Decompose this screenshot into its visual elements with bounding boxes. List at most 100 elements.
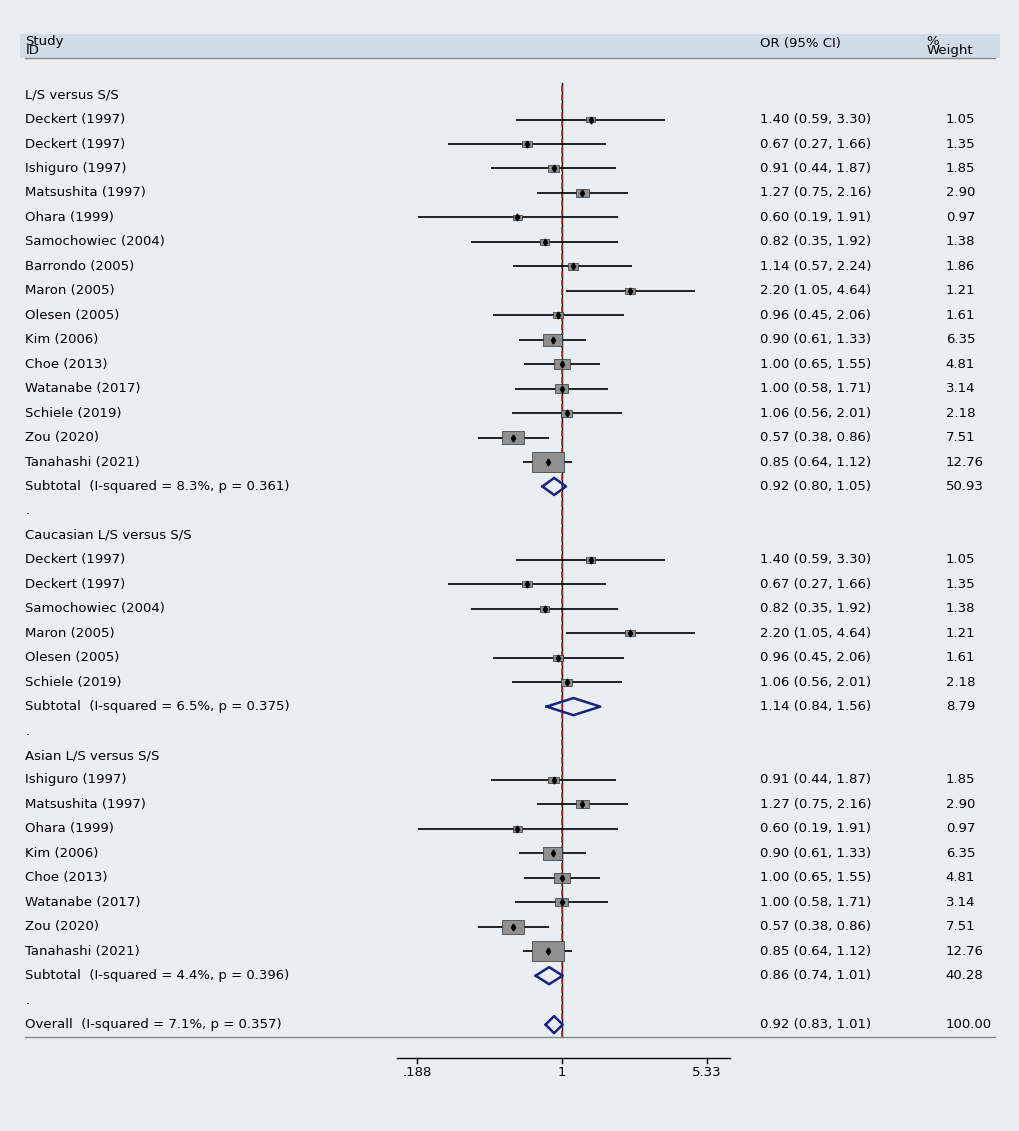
Text: 0.82 (0.35, 1.92): 0.82 (0.35, 1.92): [759, 603, 870, 615]
Bar: [560, 679, 572, 685]
Text: 2.20 (1.05, 4.64): 2.20 (1.05, 4.64): [759, 284, 870, 297]
Text: Schiele (2019): Schiele (2019): [25, 675, 121, 689]
Text: 50.93: 50.93: [945, 480, 982, 493]
Bar: [542, 847, 561, 860]
Text: Olesen (2005): Olesen (2005): [25, 651, 119, 664]
Text: Tanahashi (2021): Tanahashi (2021): [25, 944, 140, 958]
Text: 0.91 (0.44, 1.87): 0.91 (0.44, 1.87): [759, 774, 870, 786]
Text: Tanahashi (2021): Tanahashi (2021): [25, 456, 140, 468]
Text: 12.76: 12.76: [945, 456, 982, 468]
Bar: [548, 165, 558, 172]
Text: 1.38: 1.38: [945, 235, 974, 249]
Text: 0.97: 0.97: [945, 210, 974, 224]
Text: 0.57 (0.38, 0.86): 0.57 (0.38, 0.86): [759, 921, 870, 933]
Bar: [548, 777, 558, 784]
Bar: [553, 873, 570, 883]
Text: Subtotal  (I-squared = 8.3%, p = 0.361): Subtotal (I-squared = 8.3%, p = 0.361): [25, 480, 289, 493]
Text: 0.60 (0.19, 1.91): 0.60 (0.19, 1.91): [759, 210, 870, 224]
Text: 1.00 (0.65, 1.55): 1.00 (0.65, 1.55): [759, 871, 870, 884]
Text: 1.27 (0.75, 2.16): 1.27 (0.75, 2.16): [759, 187, 870, 199]
Text: 6.35: 6.35: [945, 847, 974, 860]
Text: 0.85 (0.64, 1.12): 0.85 (0.64, 1.12): [759, 456, 870, 468]
Text: 40.28: 40.28: [945, 969, 982, 982]
Text: 3.14: 3.14: [945, 382, 974, 395]
Bar: [539, 239, 549, 245]
Text: 1.85: 1.85: [945, 162, 974, 175]
Bar: [554, 385, 568, 392]
Text: Subtotal  (I-squared = 4.4%, p = 0.396): Subtotal (I-squared = 4.4%, p = 0.396): [25, 969, 289, 982]
Text: 0.86 (0.74, 1.01): 0.86 (0.74, 1.01): [759, 969, 870, 982]
Bar: [552, 312, 562, 319]
Text: Choe (2013): Choe (2013): [25, 357, 108, 371]
Text: Study: Study: [25, 35, 64, 49]
Text: 1.21: 1.21: [945, 284, 974, 297]
Text: Maron (2005): Maron (2005): [25, 284, 115, 297]
Text: Barrondo (2005): Barrondo (2005): [25, 260, 135, 273]
Text: 4.81: 4.81: [945, 357, 974, 371]
Bar: [513, 826, 522, 831]
Text: 2.18: 2.18: [945, 406, 974, 420]
Text: .: .: [25, 504, 30, 517]
Text: 1.40 (0.59, 3.30): 1.40 (0.59, 3.30): [759, 553, 870, 567]
Text: Samochowiec (2004): Samochowiec (2004): [25, 603, 165, 615]
Text: L/S versus S/S: L/S versus S/S: [25, 88, 119, 102]
Text: Deckert (1997): Deckert (1997): [25, 113, 125, 126]
Text: 6.35: 6.35: [945, 334, 974, 346]
Text: 0.85 (0.64, 1.12): 0.85 (0.64, 1.12): [759, 944, 870, 958]
Bar: [539, 606, 549, 612]
Text: Kim (2006): Kim (2006): [25, 847, 99, 860]
Text: .: .: [25, 994, 30, 1007]
Text: Watanabe (2017): Watanabe (2017): [25, 382, 141, 395]
Text: 0.60 (0.19, 1.91): 0.60 (0.19, 1.91): [759, 822, 870, 836]
Text: Asian L/S versus S/S: Asian L/S versus S/S: [25, 749, 160, 762]
Bar: [513, 215, 522, 221]
Bar: [531, 451, 564, 472]
Text: 2.90: 2.90: [945, 798, 974, 811]
Text: 1.06 (0.56, 2.01): 1.06 (0.56, 2.01): [759, 675, 870, 689]
Text: 100.00: 100.00: [945, 1018, 990, 1031]
Text: 1.00 (0.58, 1.71): 1.00 (0.58, 1.71): [759, 382, 870, 395]
Bar: [576, 801, 588, 809]
Text: 1.61: 1.61: [945, 309, 974, 321]
Text: Caucasian L/S versus S/S: Caucasian L/S versus S/S: [25, 529, 192, 542]
Text: %: %: [925, 35, 937, 49]
Text: 1.40 (0.59, 3.30): 1.40 (0.59, 3.30): [759, 113, 870, 126]
Text: 1.00 (0.65, 1.55): 1.00 (0.65, 1.55): [759, 357, 870, 371]
Text: Ishiguro (1997): Ishiguro (1997): [25, 774, 126, 786]
Text: Matsushita (1997): Matsushita (1997): [25, 798, 146, 811]
Text: 1.21: 1.21: [945, 627, 974, 640]
Bar: [560, 409, 572, 416]
Text: 2.20 (1.05, 4.64): 2.20 (1.05, 4.64): [759, 627, 870, 640]
Text: .188: .188: [401, 1067, 431, 1079]
Bar: [552, 655, 562, 661]
Text: 1.35: 1.35: [945, 138, 974, 150]
Text: 0.57 (0.38, 0.86): 0.57 (0.38, 0.86): [759, 431, 870, 444]
Bar: [568, 264, 578, 269]
Text: Samochowiec (2004): Samochowiec (2004): [25, 235, 165, 249]
Text: Zou (2020): Zou (2020): [25, 921, 99, 933]
Text: 0.67 (0.27, 1.66): 0.67 (0.27, 1.66): [759, 138, 870, 150]
Text: .: .: [25, 725, 30, 737]
Text: 1.06 (0.56, 2.01): 1.06 (0.56, 2.01): [759, 406, 870, 420]
Bar: [522, 581, 531, 587]
Text: 0.67 (0.27, 1.66): 0.67 (0.27, 1.66): [759, 578, 870, 590]
Bar: [586, 558, 595, 562]
Text: 8.79: 8.79: [945, 700, 974, 714]
Bar: [554, 898, 568, 906]
Text: 1.14 (0.57, 2.24): 1.14 (0.57, 2.24): [759, 260, 870, 273]
Text: Weight: Weight: [925, 44, 972, 57]
Text: 2.90: 2.90: [945, 187, 974, 199]
Text: OR (95% CI): OR (95% CI): [759, 37, 840, 50]
Text: 4.81: 4.81: [945, 871, 974, 884]
Text: Ohara (1999): Ohara (1999): [25, 210, 114, 224]
Text: Olesen (2005): Olesen (2005): [25, 309, 119, 321]
Text: 1.27 (0.75, 2.16): 1.27 (0.75, 2.16): [759, 798, 870, 811]
Text: Deckert (1997): Deckert (1997): [25, 578, 125, 590]
Text: 0.92 (0.80, 1.05): 0.92 (0.80, 1.05): [759, 480, 870, 493]
Text: 3.14: 3.14: [945, 896, 974, 909]
Text: Deckert (1997): Deckert (1997): [25, 138, 125, 150]
Text: Deckert (1997): Deckert (1997): [25, 553, 125, 567]
Text: Ohara (1999): Ohara (1999): [25, 822, 114, 836]
Text: Choe (2013): Choe (2013): [25, 871, 108, 884]
Text: 0.90 (0.61, 1.33): 0.90 (0.61, 1.33): [759, 334, 870, 346]
